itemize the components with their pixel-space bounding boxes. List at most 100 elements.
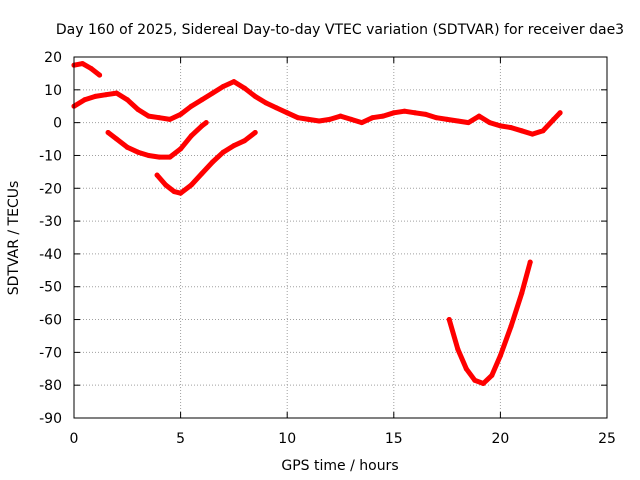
data-point — [316, 118, 322, 124]
data-point — [497, 353, 503, 359]
data-point — [508, 323, 514, 329]
data-point — [156, 115, 162, 121]
data-point — [295, 115, 301, 121]
y-axis-label: SDTVAR / TECUs — [6, 181, 22, 296]
data-point — [167, 154, 173, 160]
y-tick-label: 10 — [44, 83, 62, 99]
data-point — [370, 115, 375, 121]
y-tick-label: -80 — [39, 378, 62, 394]
data-point — [135, 149, 141, 155]
data-point — [188, 133, 194, 139]
data-point — [203, 120, 209, 126]
tick-layer: 0 5 10 15 20 25 20 10 0 -10 -20 -30 -40 -50 -60 -70 -80 -… — [39, 50, 616, 447]
data-point — [210, 159, 216, 165]
x-tick-label: 0 — [70, 431, 79, 447]
data-point — [252, 130, 258, 135]
chart-title: Day 160 of 2025, Sidereal Day-to-day VTE… — [56, 22, 624, 38]
data-point — [199, 123, 205, 129]
y-tick-label: -60 — [39, 313, 62, 329]
data-point — [338, 113, 343, 119]
y-tick-label: -70 — [39, 345, 62, 361]
data-point — [306, 116, 311, 122]
data-point — [465, 120, 471, 126]
data-point — [263, 100, 269, 106]
data-point — [508, 125, 514, 131]
y-tick-label: -10 — [39, 148, 62, 164]
data-point — [114, 90, 120, 96]
series-arc-b — [154, 130, 258, 196]
series-arc-a — [105, 120, 209, 160]
data-point — [327, 116, 333, 122]
data-point — [220, 84, 226, 89]
series-arc-early-peak — [71, 61, 103, 78]
data-point — [446, 317, 452, 322]
x-tick-label: 20 — [491, 431, 509, 447]
data-point — [88, 66, 94, 71]
y-tick-label: -40 — [39, 247, 62, 263]
data-point — [444, 116, 450, 122]
data-point — [433, 115, 439, 121]
data-point — [80, 61, 85, 67]
data-point — [463, 366, 469, 372]
series-layer — [71, 61, 563, 386]
y-tick-label: -20 — [39, 181, 62, 197]
data-point — [220, 149, 226, 155]
data-point — [497, 123, 503, 129]
data-point — [391, 110, 397, 116]
x-tick-label: 5 — [176, 431, 185, 447]
x-tick-label: 25 — [598, 431, 616, 447]
data-point — [199, 171, 205, 176]
data-point — [92, 93, 98, 99]
data-point — [171, 189, 177, 195]
data-point — [412, 110, 418, 116]
data-point — [455, 346, 461, 352]
data-point — [154, 172, 160, 178]
data-point — [359, 120, 365, 126]
x-axis-label: GPS time / hours — [281, 458, 398, 474]
data-point — [487, 120, 493, 126]
data-point — [97, 72, 103, 78]
data-point — [105, 130, 111, 135]
data-point — [146, 113, 152, 119]
plot-frame — [73, 56, 608, 419]
data-point — [82, 97, 88, 103]
data-point — [178, 146, 184, 152]
data-point — [274, 105, 279, 111]
data-point — [476, 113, 482, 119]
data-point — [380, 113, 386, 119]
series-arc-c — [446, 259, 533, 386]
data-point — [519, 290, 525, 296]
data-point — [284, 110, 290, 116]
data-point — [188, 182, 194, 188]
data-point — [135, 107, 141, 112]
data-point — [455, 118, 461, 124]
x-tick-label: 10 — [278, 431, 296, 447]
grid-layer — [74, 57, 607, 418]
data-point — [167, 116, 173, 122]
data-point — [252, 93, 258, 99]
data-point — [156, 154, 162, 160]
x-tick-label: 15 — [385, 431, 403, 447]
data-point — [231, 143, 237, 149]
data-point — [124, 97, 130, 103]
data-point — [402, 108, 407, 114]
data-point — [178, 190, 184, 196]
data-point — [114, 136, 120, 142]
data-point — [551, 116, 557, 122]
data-point — [231, 79, 237, 85]
data-point — [348, 116, 354, 122]
data-point — [557, 110, 563, 116]
y-tick-label: 0 — [53, 116, 62, 132]
data-point — [163, 182, 169, 188]
data-point — [103, 92, 109, 98]
data-point — [489, 372, 495, 378]
data-point — [527, 259, 533, 265]
y-tick-label: -90 — [39, 411, 62, 427]
data-point — [519, 128, 525, 134]
y-tick-label: 20 — [44, 50, 62, 66]
data-point — [124, 144, 130, 150]
data-point — [529, 131, 535, 137]
data-point — [480, 381, 486, 386]
data-point — [199, 97, 205, 103]
